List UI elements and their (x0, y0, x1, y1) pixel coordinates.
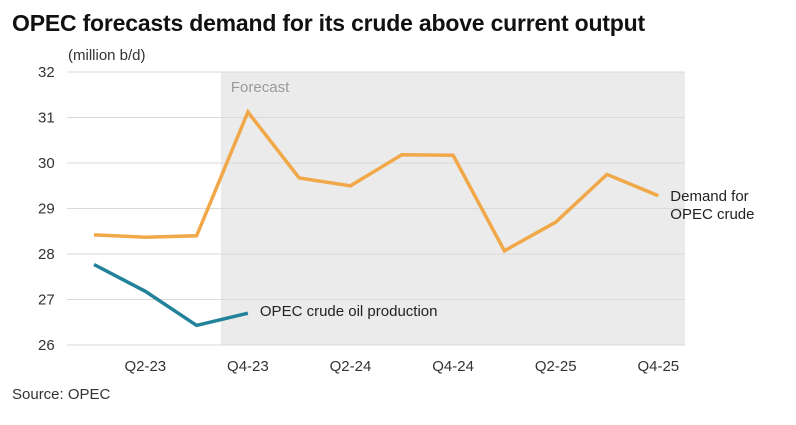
x-tick-label: Q4-24 (432, 358, 474, 375)
y-axis: 26 27 28 29 30 31 32 (38, 64, 55, 354)
x-tick-label: Q2-25 (535, 358, 577, 375)
y-tick-label: 32 (38, 64, 55, 81)
x-tick-label: Q2-23 (124, 358, 166, 375)
gridlines (67, 71, 685, 346)
series-label: Demand for (670, 188, 748, 205)
series-label: OPEC crude (670, 206, 754, 223)
y-axis-unit-label: (million b/d) (68, 47, 146, 64)
y-tick-label: 30 (38, 155, 55, 172)
series-line-production (93, 262, 249, 328)
y-tick-label: 31 (38, 110, 55, 127)
y-tick-label: 29 (38, 201, 55, 218)
series-lines (93, 108, 659, 328)
series-label: OPEC crude oil production (260, 303, 438, 320)
x-tick-label: Q4-23 (227, 358, 269, 375)
y-tick-label: 26 (38, 337, 55, 354)
x-tick-label: Q2-24 (330, 358, 372, 375)
x-tick-label: Q4-25 (637, 358, 679, 375)
series-line-demand (93, 108, 659, 254)
forecast-label: Forecast (231, 79, 290, 96)
source-note: Source: OPEC (12, 386, 111, 403)
x-axis: Q2-23 Q4-23 Q2-24 Q4-24 Q2-25 Q4-25 (124, 358, 679, 375)
y-tick-label: 27 (38, 292, 55, 309)
chart-title: OPEC forecasts demand for its crude abov… (12, 10, 645, 36)
y-tick-label: 28 (38, 246, 55, 263)
